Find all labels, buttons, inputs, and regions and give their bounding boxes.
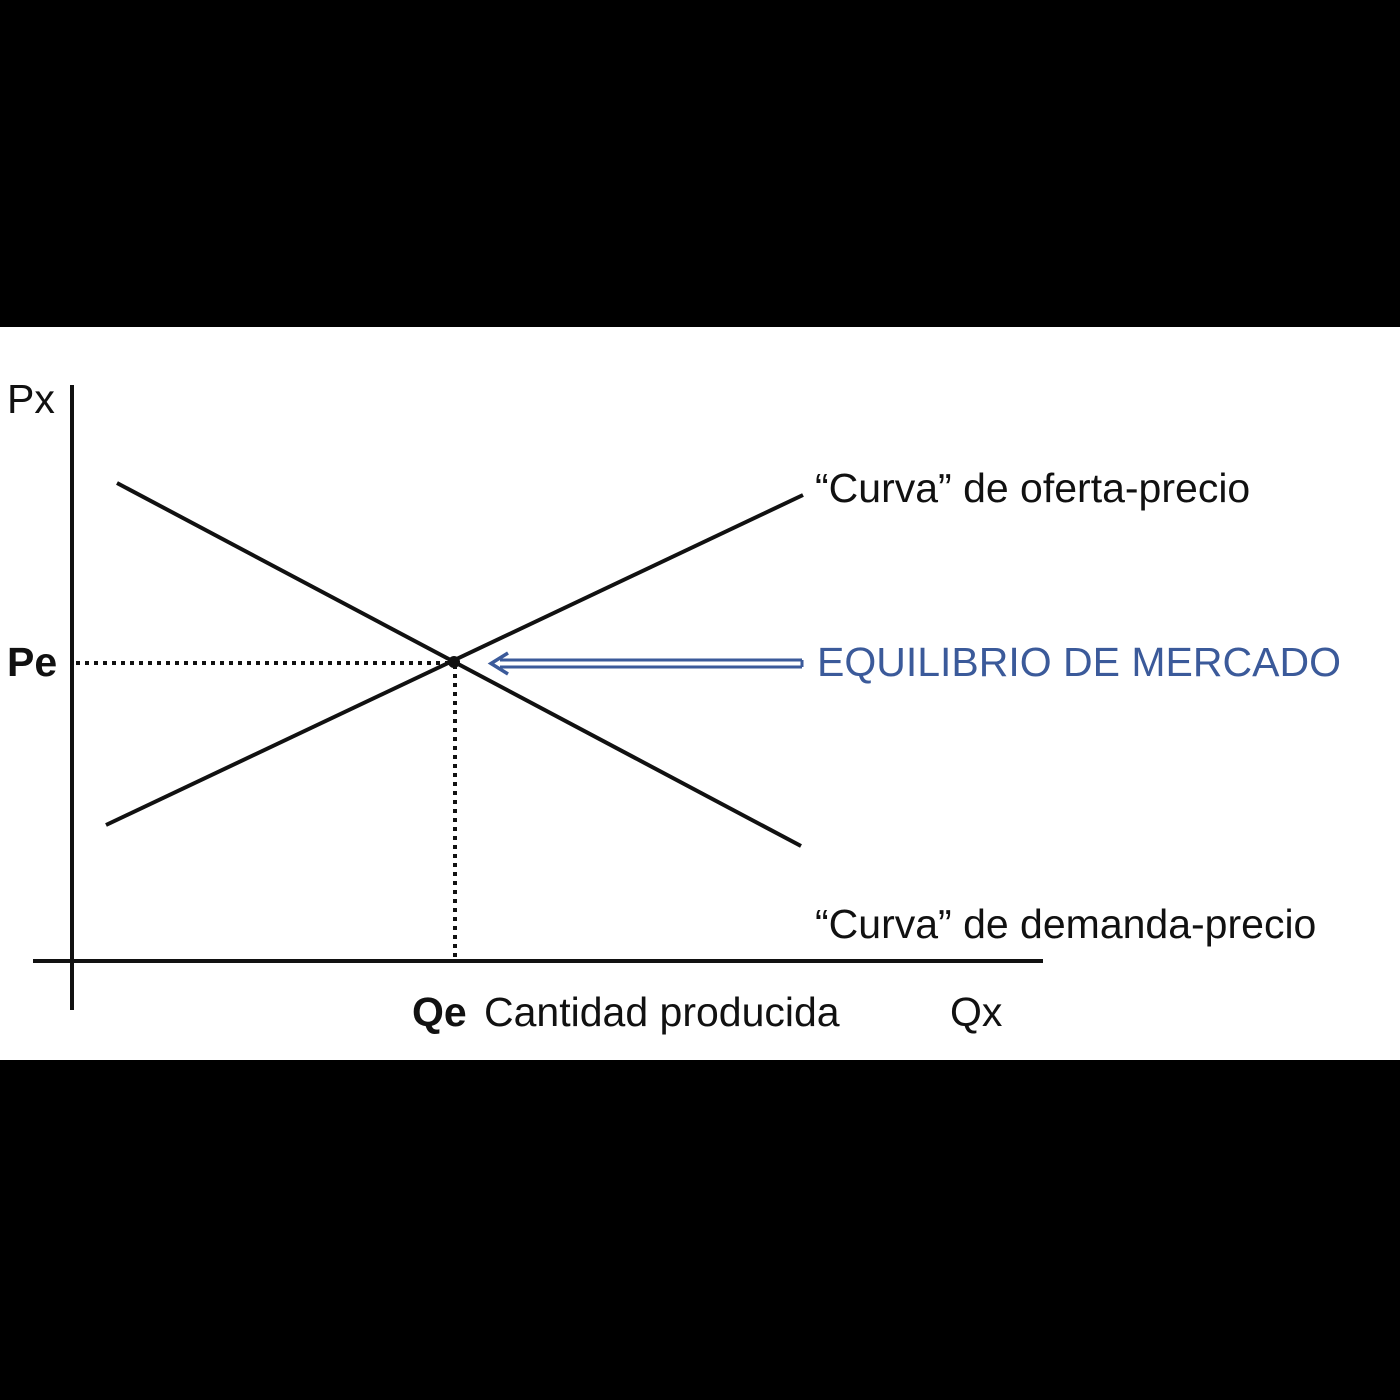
x-axis-caption: Cantidad producida <box>484 989 840 1035</box>
price-marker-label: Pe <box>7 639 57 685</box>
y-axis-label: Px <box>7 376 55 422</box>
diagram-panel <box>0 327 1400 1060</box>
equilibrium-point <box>448 656 460 668</box>
quantity-marker-label: Qe <box>412 989 467 1035</box>
equilibrium-arrow <box>487 651 804 676</box>
equilibrium-label: EQUILIBRIO DE MERCADO <box>817 639 1341 685</box>
x-axis-label: Qx <box>950 989 1003 1035</box>
supply-curve-label: “Curva” de oferta-precio <box>815 465 1250 511</box>
demand-curve-label: “Curva” de demanda-precio <box>815 901 1316 947</box>
